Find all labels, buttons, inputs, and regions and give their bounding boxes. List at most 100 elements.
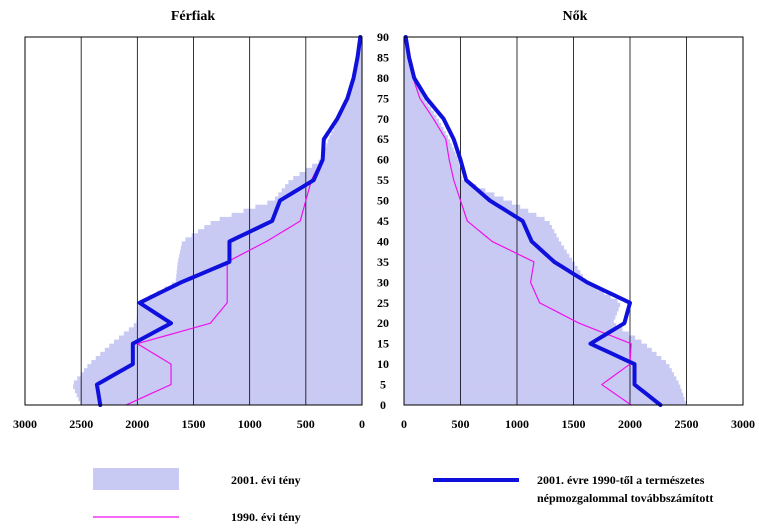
women-2001-actual-bar (404, 135, 449, 140)
women-2001-actual-bar (404, 335, 636, 340)
men-2001-actual-bar (156, 290, 362, 295)
men-2001-actual-bar (324, 147, 362, 152)
men-2001-actual-bar (331, 131, 362, 136)
men-2001-actual-bar (357, 53, 362, 58)
men-x-tick-label: 0 (359, 417, 365, 431)
women-x-tick-label: 1000 (505, 417, 529, 431)
women-2001-actual-bar (404, 351, 657, 357)
women-2001-actual-bar (404, 323, 617, 328)
women-2001-actual-bar (404, 77, 416, 83)
women-2001-actual-bar (404, 81, 418, 87)
women-2001-actual-bar (404, 400, 686, 406)
women-2001-actual-bar (404, 147, 454, 152)
women-2001-actual-bar (404, 294, 611, 300)
men-2001-actual-bar (343, 106, 362, 111)
women-2001-actual-bar (404, 216, 545, 222)
men-2001-actual-bar (285, 184, 362, 189)
women-2001-actual-bar (404, 53, 409, 58)
men-2001-actual-bar (180, 249, 362, 255)
men-2001-actual-bar (327, 139, 362, 144)
men-plot-frame (24, 36, 363, 406)
women-2001-actual-bar (404, 249, 567, 255)
frame-layer (24, 36, 744, 406)
women-2001-actual-bar (404, 90, 422, 95)
women-2001-actual-bar (404, 290, 605, 295)
women-2001-actual-bar (404, 126, 444, 132)
women-2001-actual-bar (404, 184, 477, 189)
men-2001-actual-bar (83, 368, 362, 373)
women-2001-actual-bar (404, 86, 420, 91)
age-tick-label: 70 (377, 112, 389, 126)
women-2001-actual-bar (404, 261, 575, 267)
men-x-tick-label: 1500 (182, 417, 206, 431)
men-2001-actual-bar (76, 392, 363, 398)
age-tick-label: 25 (377, 296, 389, 310)
men-2001-actual-bar (349, 94, 362, 99)
women-x-tick-label: 0 (401, 417, 407, 431)
men-2001-actual-bar (175, 278, 362, 283)
men-2001-actual-bar (333, 126, 362, 132)
men-projection-line (94, 35, 363, 407)
men-2001-actual-bar (293, 176, 362, 181)
women-2001-actual-bar (404, 110, 434, 116)
men-2001-actual-bar (73, 384, 362, 390)
men-2001-actual-bar (100, 351, 362, 357)
men-2001-actual-bar (356, 61, 362, 67)
men-2001-actual-bar (179, 253, 362, 259)
legend: 2001. évi tény 1990. évi tény 2001. évre… (93, 468, 713, 524)
men-2001-actual-bar (91, 360, 362, 365)
men-2001-actual-bar (335, 122, 362, 128)
women-2001-actual-bar (404, 237, 559, 242)
women-2001-actual-bar (404, 102, 429, 107)
men-2001-actual-bar (109, 343, 362, 349)
men-2001-actual-bar (341, 110, 362, 116)
men-2001-actual-bar (95, 355, 363, 361)
women-2001-actual-bar (404, 302, 621, 308)
women-2001-actual-bar (404, 384, 681, 390)
age-tick-label: 80 (377, 71, 389, 85)
men-x-tick-label: 1000 (238, 417, 262, 431)
men-2001-actual-bar (204, 225, 362, 230)
men-2001-actual-bar (347, 98, 362, 103)
women-2001-actual-bar (404, 200, 513, 206)
men-2001-actual-bar (219, 216, 362, 222)
women-2001-actual-bar (404, 388, 682, 394)
men-2001-actual-bar (281, 188, 362, 193)
women-2001-actual-bar (404, 233, 557, 238)
age-tick-label: 15 (377, 337, 389, 351)
men-2001-actual-bar (87, 364, 362, 369)
men-2001-actual-bar (80, 372, 363, 377)
men-2001-actual-bar (352, 81, 362, 87)
men-2001-actual-bar (322, 155, 362, 161)
women-2001-actual-bar (404, 69, 413, 75)
legend-label-projection-line2: népmozgalommal továbbszámított (537, 491, 713, 505)
men-2001-actual-bar (337, 118, 362, 124)
line-layer (94, 35, 663, 407)
age-tick-label: 30 (377, 275, 389, 289)
women-2001-actual-bar (404, 155, 458, 161)
women-2001-actual-bar (404, 73, 414, 79)
men-2001-actual-bar (351, 86, 362, 91)
women-2001-actual-bar (404, 355, 662, 361)
women-2001-actual-bar (404, 151, 456, 156)
women-2001-actual-bar (404, 327, 623, 332)
men-2001-actual-bar (80, 400, 363, 406)
men-2001-actual-bar (180, 245, 362, 251)
men-2001-actual-bar (326, 143, 362, 148)
women-2001-actual-bar (404, 265, 578, 271)
men-2001-actual-bar (267, 200, 362, 206)
men-2001-actual-bar (164, 286, 362, 291)
women-2001-actual-bar (404, 310, 617, 316)
men-2001-actual-bar (185, 237, 362, 242)
men-2001-actual-bar (345, 102, 362, 107)
women-x-tick-label: 2500 (675, 417, 699, 431)
men-x-tick-label: 2000 (125, 417, 149, 431)
men-2001-actual-bar (274, 196, 362, 201)
age-tick-label: 65 (377, 132, 389, 146)
women-2001-actual-bar (404, 257, 573, 263)
women-x-tick-label: 2000 (618, 417, 642, 431)
men-2001-actual-bar (138, 302, 362, 308)
women-2001-actual-bar (404, 122, 442, 128)
men-2001-actual-bar (178, 257, 362, 263)
